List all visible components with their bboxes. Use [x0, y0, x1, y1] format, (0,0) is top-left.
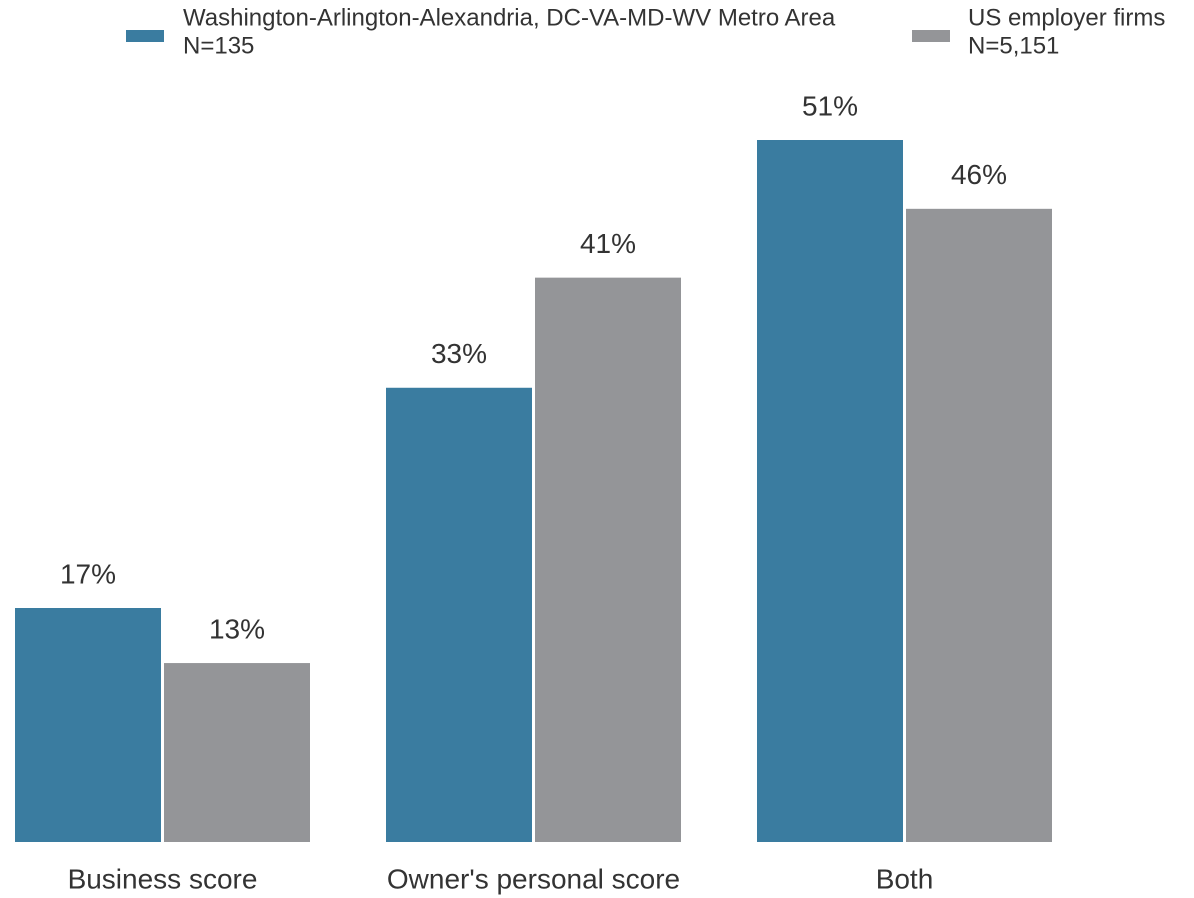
bar	[757, 140, 903, 842]
legend-swatch	[126, 30, 164, 42]
bar	[906, 208, 1052, 842]
value-label: 33%	[431, 338, 487, 369]
bar	[535, 277, 681, 842]
value-label: 41%	[580, 228, 636, 259]
legend-swatch	[912, 30, 950, 42]
x-tick-label: Business score	[68, 863, 258, 894]
value-label: 13%	[209, 613, 265, 644]
legend-note: N=5,151	[968, 32, 1059, 59]
legend-label: Washington-Arlington-Alexandria, DC-VA-M…	[183, 4, 836, 31]
bar	[15, 608, 161, 842]
legend-label: US employer firms	[968, 4, 1165, 31]
x-tick-label: Owner's personal score	[387, 863, 680, 894]
bar	[386, 387, 532, 842]
value-label: 51%	[802, 90, 858, 121]
bar	[164, 663, 310, 842]
value-label: 17%	[60, 558, 116, 589]
x-tick-label: Both	[876, 863, 934, 894]
legend-note: N=135	[183, 32, 254, 59]
value-label: 46%	[951, 159, 1007, 190]
